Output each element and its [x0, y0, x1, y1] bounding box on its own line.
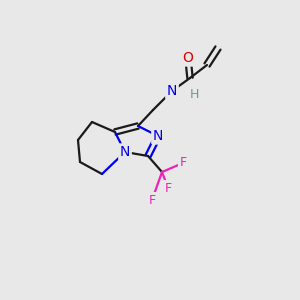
Text: N: N: [120, 145, 130, 159]
Text: O: O: [183, 51, 194, 65]
Text: N: N: [153, 129, 163, 143]
Text: F: F: [148, 194, 156, 206]
Text: H: H: [190, 88, 200, 100]
Text: F: F: [179, 157, 187, 169]
Text: F: F: [164, 182, 172, 194]
Text: N: N: [167, 84, 177, 98]
